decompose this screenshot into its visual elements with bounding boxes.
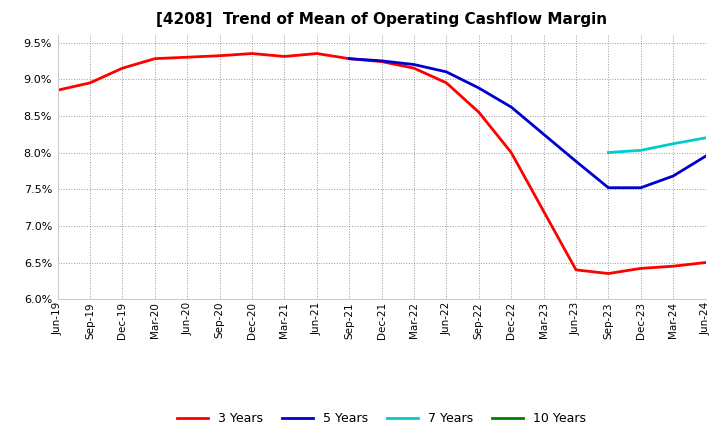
Title: [4208]  Trend of Mean of Operating Cashflow Margin: [4208] Trend of Mean of Operating Cashfl… bbox=[156, 12, 607, 27]
Legend: 3 Years, 5 Years, 7 Years, 10 Years: 3 Years, 5 Years, 7 Years, 10 Years bbox=[172, 407, 591, 430]
